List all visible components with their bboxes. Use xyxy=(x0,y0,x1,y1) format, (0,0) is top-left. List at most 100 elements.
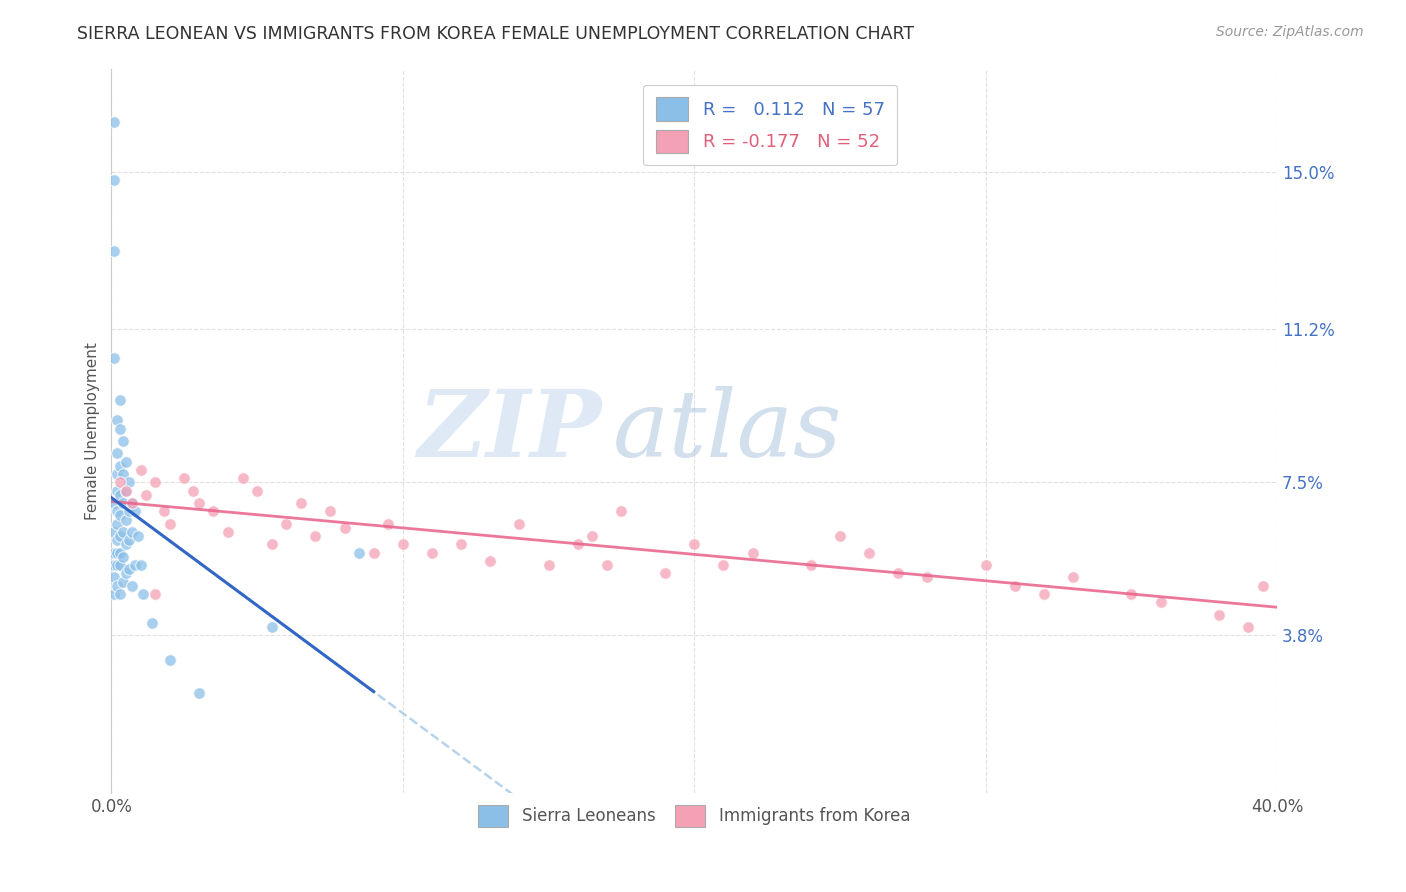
Point xyxy=(132,587,155,601)
Point xyxy=(654,566,676,581)
Point xyxy=(143,587,166,601)
Point xyxy=(290,496,312,510)
Point xyxy=(121,524,143,539)
Point xyxy=(115,512,138,526)
Text: Source: ZipAtlas.com: Source: ZipAtlas.com xyxy=(1216,25,1364,39)
Point xyxy=(187,496,209,510)
Point xyxy=(153,504,176,518)
Point xyxy=(1237,620,1260,634)
Point xyxy=(246,483,269,498)
Point xyxy=(127,529,149,543)
Point xyxy=(596,558,619,572)
Point xyxy=(1251,579,1274,593)
Point xyxy=(173,471,195,485)
Point xyxy=(121,496,143,510)
Point xyxy=(347,546,370,560)
Point xyxy=(118,562,141,576)
Point xyxy=(479,554,502,568)
Point xyxy=(363,546,385,560)
Point xyxy=(108,475,131,490)
Point xyxy=(118,533,141,548)
Text: SIERRA LEONEAN VS IMMIGRANTS FROM KOREA FEMALE UNEMPLOYMENT CORRELATION CHART: SIERRA LEONEAN VS IMMIGRANTS FROM KOREA … xyxy=(77,25,914,43)
Point xyxy=(143,475,166,490)
Point xyxy=(112,524,135,539)
Point xyxy=(115,483,138,498)
Point xyxy=(105,579,128,593)
Point xyxy=(887,566,910,581)
Point xyxy=(108,529,131,543)
Point xyxy=(112,574,135,589)
Point xyxy=(108,392,131,407)
Point xyxy=(159,516,181,531)
Point xyxy=(610,504,633,518)
Point xyxy=(333,521,356,535)
Point xyxy=(124,558,146,572)
Point xyxy=(103,244,125,258)
Point xyxy=(181,483,204,498)
Text: atlas: atlas xyxy=(613,385,842,475)
Point xyxy=(1004,579,1026,593)
Point xyxy=(108,421,131,435)
Point xyxy=(508,516,530,531)
Point xyxy=(1121,587,1143,601)
Point xyxy=(103,115,125,129)
Legend: Sierra Leoneans, Immigrants from Korea: Sierra Leoneans, Immigrants from Korea xyxy=(470,797,918,835)
Point xyxy=(112,434,135,448)
Point xyxy=(450,537,472,551)
Point xyxy=(217,524,239,539)
Point xyxy=(187,686,209,700)
Point xyxy=(112,496,135,510)
Point xyxy=(103,524,125,539)
Y-axis label: Female Unemployment: Female Unemployment xyxy=(86,342,100,519)
Point xyxy=(108,546,131,560)
Point xyxy=(567,537,589,551)
Point xyxy=(112,467,135,481)
Point xyxy=(1033,587,1056,601)
Point xyxy=(105,467,128,481)
Point xyxy=(141,615,163,630)
Point xyxy=(537,558,560,572)
Point xyxy=(202,504,225,518)
Point xyxy=(115,537,138,551)
Text: ZIP: ZIP xyxy=(416,385,600,475)
Point xyxy=(121,496,143,510)
Point xyxy=(105,504,128,518)
Point xyxy=(105,533,128,548)
Point xyxy=(118,475,141,490)
Point xyxy=(1149,595,1171,609)
Point xyxy=(858,546,880,560)
Point xyxy=(108,458,131,473)
Point xyxy=(112,549,135,564)
Point xyxy=(159,653,181,667)
Point xyxy=(103,558,125,572)
Point xyxy=(118,504,141,518)
Point xyxy=(105,483,128,498)
Point xyxy=(108,508,131,523)
Point xyxy=(420,546,443,560)
Point xyxy=(105,413,128,427)
Point xyxy=(392,537,415,551)
Point xyxy=(377,516,399,531)
Point xyxy=(129,463,152,477)
Point xyxy=(103,587,125,601)
Point xyxy=(103,546,125,560)
Point xyxy=(304,529,326,543)
Point xyxy=(260,620,283,634)
Point xyxy=(124,504,146,518)
Point xyxy=(103,570,125,584)
Point xyxy=(129,558,152,572)
Point xyxy=(581,529,603,543)
Point xyxy=(121,579,143,593)
Point xyxy=(135,488,157,502)
Point xyxy=(276,516,298,531)
Point xyxy=(974,558,997,572)
Point xyxy=(105,558,128,572)
Point xyxy=(1062,570,1084,584)
Point xyxy=(741,546,763,560)
Point xyxy=(105,446,128,460)
Point xyxy=(103,496,125,510)
Point xyxy=(713,558,735,572)
Point xyxy=(115,483,138,498)
Point xyxy=(260,537,283,551)
Point xyxy=(108,558,131,572)
